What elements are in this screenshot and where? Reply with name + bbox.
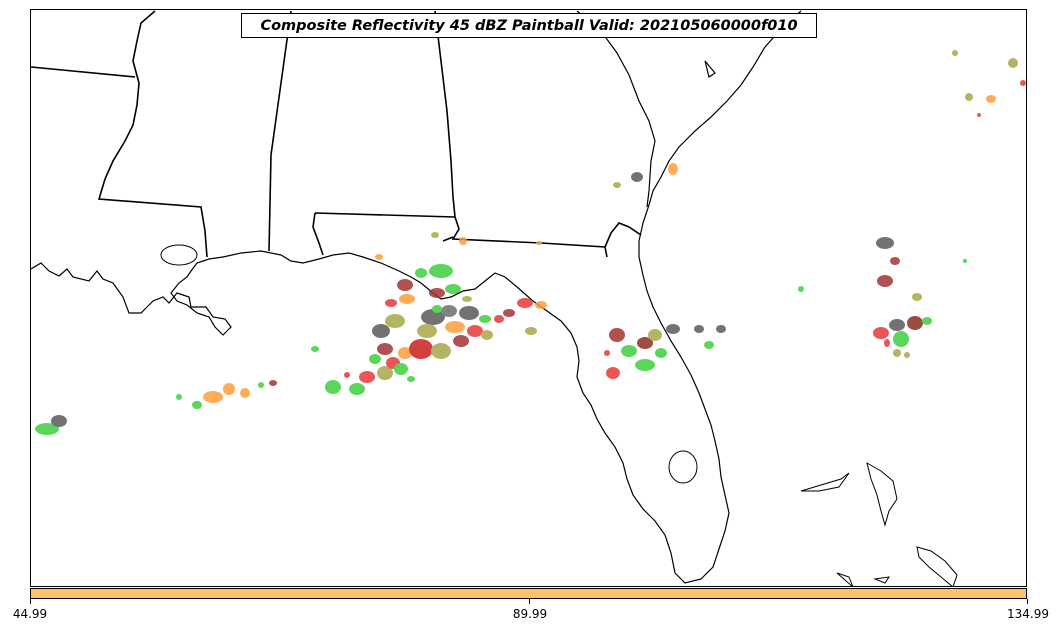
lake-okeechobee	[668, 450, 698, 484]
bahamas	[800, 461, 958, 586]
colorbar-tick	[1027, 599, 1028, 604]
state-border-inner	[704, 60, 716, 78]
map-canvas	[31, 10, 1026, 586]
colorbar-tick	[529, 599, 530, 604]
paintball-layer	[35, 50, 1026, 435]
map-frame	[30, 9, 1027, 587]
map-title: Composite Reflectivity 45 dBZ Paintball …	[241, 13, 817, 38]
colorbar	[30, 588, 1027, 599]
state-borders	[31, 10, 642, 258]
colorbar-tick-label: 134.99	[1007, 607, 1049, 621]
colorbar-tick-label: 44.99	[12, 607, 48, 621]
colorbar-tick-label: 89.99	[512, 607, 548, 621]
ga-sc-border	[576, 10, 656, 208]
coastline	[31, 10, 802, 584]
colorbar-tick	[30, 599, 31, 604]
lake-pontchartrain	[160, 244, 198, 266]
